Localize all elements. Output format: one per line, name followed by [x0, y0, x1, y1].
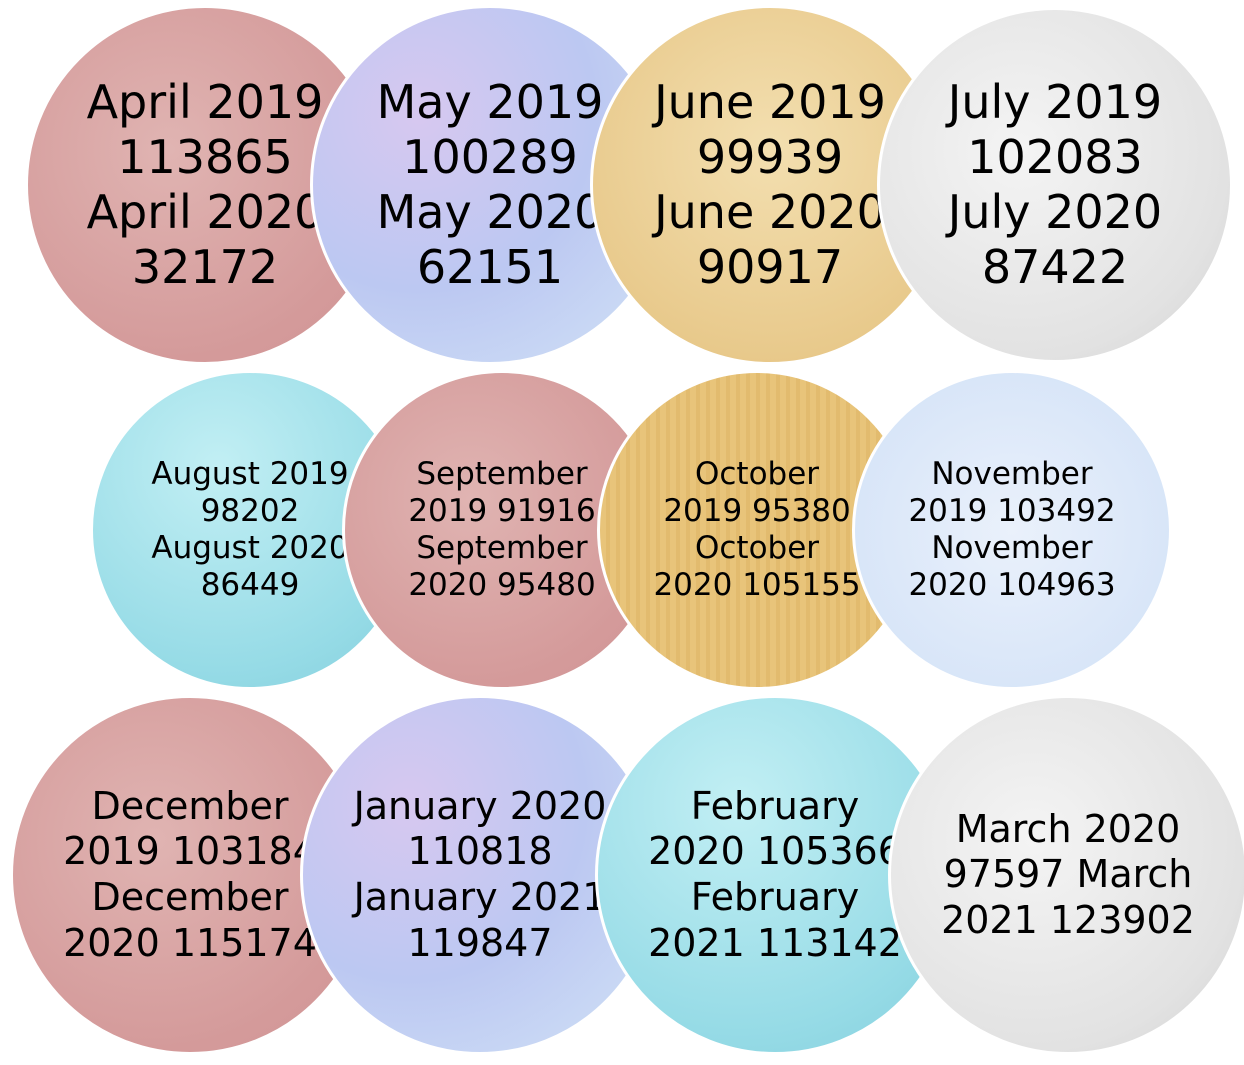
circle-text: 2021 113142 — [648, 921, 902, 967]
circle-text: 2020 95480 — [408, 567, 595, 604]
circle-text: 2019 91916 — [408, 493, 595, 530]
circle-text: December — [91, 875, 288, 921]
circle-text: 113865 — [117, 130, 293, 185]
circle-text: 2019 95380 — [663, 493, 850, 530]
circle-text: 2019 103492 — [908, 493, 1115, 530]
circle-text: May 2020 — [377, 185, 604, 240]
circle-text: August 2020 — [151, 530, 348, 567]
circle-text: 2020 105155 — [653, 567, 860, 604]
circle-text: 99939 — [697, 130, 843, 185]
circle-text: January 2020 — [354, 784, 607, 830]
circle-text: January 2021 — [354, 875, 607, 921]
circle-text: 86449 — [201, 567, 300, 604]
circle-text: 119847 — [407, 921, 552, 967]
circle-text: 32172 — [132, 240, 278, 295]
circle-text: October — [695, 456, 819, 493]
infographic: April 2019113865April 202032172May 20191… — [0, 0, 1244, 1065]
circle-text: November — [931, 530, 1092, 567]
circle-text: 110818 — [407, 829, 552, 875]
circle-text: April 2020 — [87, 185, 324, 240]
circle-text: October — [695, 530, 819, 567]
circle-text: February — [691, 875, 859, 921]
circle-text: July 2019 — [948, 75, 1162, 130]
circle-text: 102083 — [967, 130, 1143, 185]
circle-text: December — [91, 784, 288, 830]
circle-text: June 2020 — [654, 185, 886, 240]
circle-text: February — [691, 784, 859, 830]
circle-text: 90917 — [697, 240, 843, 295]
circle-text: 87422 — [982, 240, 1128, 295]
circle-text: 2019 103184 — [63, 829, 317, 875]
circle-text: September — [416, 530, 587, 567]
circle-text: June 2019 — [654, 75, 886, 130]
circle-text: August 2019 — [151, 456, 348, 493]
circle-text: July 2020 — [948, 185, 1162, 240]
circle-text: March 2020 — [956, 807, 1181, 853]
circle-text: November — [931, 456, 1092, 493]
circle-text: 62151 — [417, 240, 563, 295]
circle-text: 100289 — [402, 130, 578, 185]
circle-text: 97597 March — [944, 852, 1193, 898]
circle-text: 2020 105366 — [648, 829, 902, 875]
circle-text: 2021 123902 — [941, 898, 1195, 944]
circle-text: 2020 104963 — [908, 567, 1115, 604]
circle-text: 2020 115174 — [63, 921, 317, 967]
circle-text: 98202 — [201, 493, 300, 530]
circle-text: April 2019 — [87, 75, 324, 130]
circle-text: September — [416, 456, 587, 493]
circle-text: May 2019 — [377, 75, 604, 130]
